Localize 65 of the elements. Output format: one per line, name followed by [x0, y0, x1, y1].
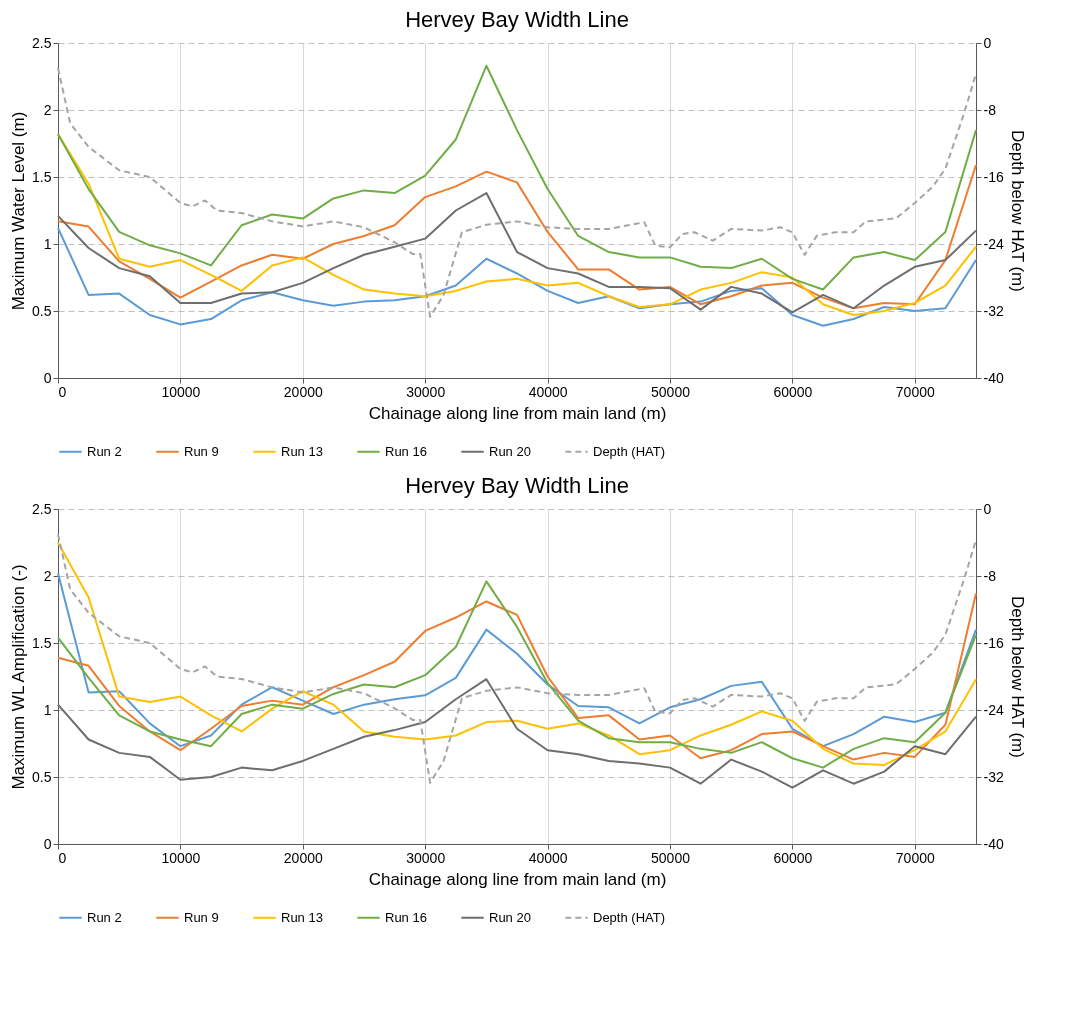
y2-tick-label: -16	[983, 634, 1004, 651]
y-tick-label: 1.5	[32, 168, 52, 185]
legend-label: Run 2	[87, 909, 122, 925]
x-axis-title: Chainage along line from main land (m)	[368, 403, 667, 423]
x-tick-label: 0	[58, 849, 67, 866]
legend-label: Run 13	[281, 909, 323, 925]
legend-label: Run 20	[489, 909, 531, 925]
x-tick-label: 50000	[651, 383, 691, 400]
y-tick-label: 1.5	[32, 634, 52, 651]
y2-tick-label: -16	[983, 168, 1004, 185]
legend-label: Run 20	[489, 443, 531, 459]
line-series	[57, 133, 977, 317]
x-tick-label: 60000	[773, 383, 813, 400]
y-tick-label: 1	[43, 701, 52, 718]
x-tick-label: 60000	[773, 849, 813, 866]
legend-label: Run 13	[281, 443, 323, 459]
x-axis-title: Chainage along line from main land (m)	[368, 869, 667, 889]
y-axis-title: Maximum WL Amplification (-)	[9, 564, 29, 790]
chart-title: Hervey Bay Width Line	[405, 473, 629, 498]
y2-tick-label: -40	[983, 835, 1004, 852]
x-tick-label: 20000	[283, 849, 323, 866]
x-tick-label: 40000	[528, 849, 568, 866]
legend-label: Run 16	[385, 909, 427, 925]
y-tick-label: 0	[43, 835, 52, 852]
y-tick-label: 0.5	[32, 768, 52, 785]
x-tick-label: 70000	[895, 849, 935, 866]
chart-title: Hervey Bay Width Line	[405, 7, 629, 32]
x-tick-label: 70000	[895, 383, 935, 400]
y-tick-label: 2	[43, 101, 52, 118]
x-tick-label: 40000	[528, 383, 568, 400]
x-tick-label: 20000	[283, 383, 323, 400]
x-tick-label: 30000	[406, 849, 446, 866]
y-tick-label: 2.5	[32, 500, 52, 517]
y2-tick-label: -40	[983, 369, 1004, 386]
y-tick-label: 1	[43, 235, 52, 252]
y-tick-label: 2.5	[32, 34, 52, 51]
legend-label: Run 2	[87, 443, 122, 459]
y2-tick-label: 0	[983, 34, 992, 51]
legend-label: Run 9	[184, 443, 219, 459]
legend-label: Run 9	[184, 909, 219, 925]
x-tick-label: 0	[58, 383, 67, 400]
y-tick-label: 2	[43, 567, 52, 584]
y2-axis-title: Depth below HAT (m)	[1007, 596, 1027, 758]
legend-label: Run 16	[385, 443, 427, 459]
x-tick-label: 50000	[651, 849, 691, 866]
y-axis-title: Maximum Water Level (m)	[9, 111, 29, 311]
y2-tick-label: -24	[983, 701, 1004, 718]
line-series	[57, 226, 977, 327]
y2-tick-label: -24	[983, 235, 1004, 252]
y2-tick-label: 0	[983, 500, 992, 517]
y2-tick-label: -32	[983, 302, 1004, 319]
legend-label: Depth (HAT)	[593, 909, 665, 925]
y2-tick-label: -8	[983, 101, 997, 118]
y2-tick-label: -32	[983, 768, 1004, 785]
x-tick-label: 10000	[161, 383, 201, 400]
x-tick-label: 10000	[161, 849, 201, 866]
line-series	[57, 678, 977, 789]
y2-axis-title: Depth below HAT (m)	[1007, 130, 1027, 292]
y-tick-label: 0.5	[32, 302, 52, 319]
line-series	[57, 192, 977, 314]
legend-label: Depth (HAT)	[593, 443, 665, 459]
y2-tick-label: -8	[983, 567, 997, 584]
line-series	[57, 163, 977, 310]
x-tick-label: 30000	[406, 383, 446, 400]
y-tick-label: 0	[43, 369, 52, 386]
